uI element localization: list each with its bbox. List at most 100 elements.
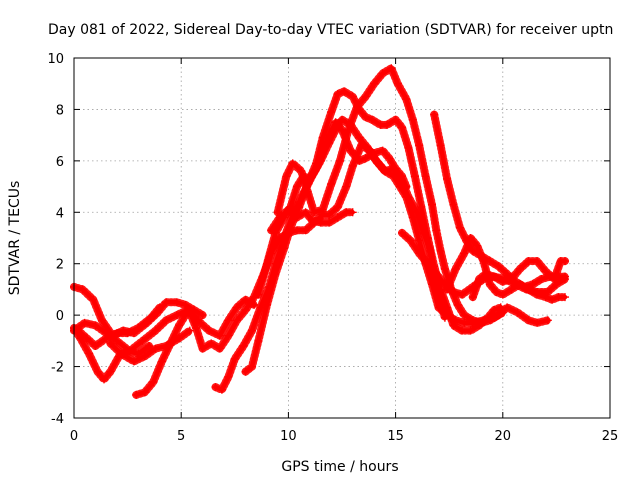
plus-marker xyxy=(385,154,394,163)
plus-marker xyxy=(348,162,357,170)
plus-marker xyxy=(346,146,355,155)
plus-marker xyxy=(333,203,342,212)
plus-marker xyxy=(541,293,550,302)
plus-marker xyxy=(432,270,441,278)
plus-marker xyxy=(293,213,301,222)
plus-marker xyxy=(106,367,115,376)
plus-marker xyxy=(217,385,226,394)
plus-marker xyxy=(391,164,400,173)
plus-marker xyxy=(312,164,321,173)
plus-marker xyxy=(205,326,214,335)
plus-marker xyxy=(112,329,121,338)
plus-marker xyxy=(198,311,207,320)
plus-marker xyxy=(458,290,467,299)
plus-marker xyxy=(428,200,436,209)
plus-marker xyxy=(248,362,256,371)
plus-marker xyxy=(436,141,445,150)
plus-marker xyxy=(498,277,507,286)
plus-marker xyxy=(224,316,233,325)
plus-marker xyxy=(561,272,569,281)
plus-marker xyxy=(494,311,503,320)
plus-marker xyxy=(335,156,344,165)
plus-marker xyxy=(80,318,89,327)
x-axis-label: GPS time / hours xyxy=(281,459,398,475)
plus-marker xyxy=(325,131,334,140)
plus-marker xyxy=(408,115,417,124)
plus-marker xyxy=(475,275,484,284)
plus-marker xyxy=(402,182,411,191)
plus-marker xyxy=(550,275,559,284)
plus-marker xyxy=(485,280,494,289)
plus-marker xyxy=(370,79,379,88)
plus-marker xyxy=(398,172,406,181)
plus-marker xyxy=(248,326,256,335)
plus-marker xyxy=(410,172,419,181)
x-tick-label: 5 xyxy=(177,429,185,444)
plus-marker xyxy=(282,172,291,181)
y-tick-label: 0 xyxy=(56,309,64,324)
plus-marker xyxy=(85,349,93,358)
plus-marker xyxy=(254,336,263,345)
plus-marker xyxy=(134,324,143,332)
plus-marker xyxy=(443,285,452,294)
plus-marker xyxy=(423,259,432,268)
plus-marker xyxy=(383,120,391,129)
plus-marker xyxy=(288,159,297,168)
plus-marker xyxy=(207,339,216,348)
plus-marker xyxy=(370,149,379,158)
x-tick-label: 0 xyxy=(70,429,78,444)
plus-marker xyxy=(402,192,411,201)
plus-marker xyxy=(372,156,381,165)
plus-marker xyxy=(436,246,445,255)
plus-marker xyxy=(561,257,569,266)
plus-marker xyxy=(548,295,557,304)
series-marker-texture xyxy=(241,87,505,376)
plus-marker xyxy=(140,352,149,361)
plus-marker xyxy=(389,172,398,181)
y-axis-label: SDTVAR / TECUs xyxy=(7,181,23,296)
plus-marker xyxy=(123,329,132,338)
plus-marker xyxy=(305,174,314,183)
plus-marker xyxy=(224,372,233,381)
plus-marker xyxy=(303,187,312,196)
plus-marker xyxy=(301,226,310,235)
plus-marker xyxy=(481,270,490,278)
plus-marker xyxy=(211,383,220,392)
plus-marker xyxy=(155,303,164,312)
plus-marker xyxy=(185,326,194,335)
plus-marker xyxy=(387,64,396,73)
plus-marker xyxy=(196,318,205,327)
plus-marker xyxy=(363,144,372,152)
plus-marker xyxy=(490,306,499,314)
plus-marker xyxy=(417,203,426,212)
plus-marker xyxy=(340,87,349,96)
plus-marker xyxy=(507,285,516,294)
series-sat-p xyxy=(468,257,569,302)
plus-marker xyxy=(415,236,424,245)
plus-marker xyxy=(333,213,342,222)
plus-marker xyxy=(239,342,248,350)
plus-marker xyxy=(224,331,233,340)
plus-marker xyxy=(149,378,158,386)
plus-marker xyxy=(74,326,83,335)
plus-marker xyxy=(355,133,364,142)
plus-marker xyxy=(151,326,160,335)
plus-marker xyxy=(402,95,411,104)
y-tick-label: 10 xyxy=(47,52,64,67)
plus-marker xyxy=(494,262,503,271)
y-tick-label: -4 xyxy=(51,412,64,427)
plus-marker xyxy=(198,344,207,353)
plus-marker xyxy=(490,272,499,281)
plus-marker xyxy=(215,344,224,353)
plus-marker xyxy=(406,236,415,245)
plus-marker xyxy=(138,336,147,345)
plus-marker xyxy=(175,321,184,330)
x-tick-labels: 0 5 10 15 20 25 xyxy=(70,429,618,444)
y-tick-labels: -4 -2 0 2 4 6 8 10 xyxy=(47,52,64,427)
plus-marker xyxy=(318,149,327,158)
plus-marker xyxy=(299,172,308,181)
plus-marker xyxy=(541,267,550,276)
plus-marker xyxy=(466,326,475,335)
